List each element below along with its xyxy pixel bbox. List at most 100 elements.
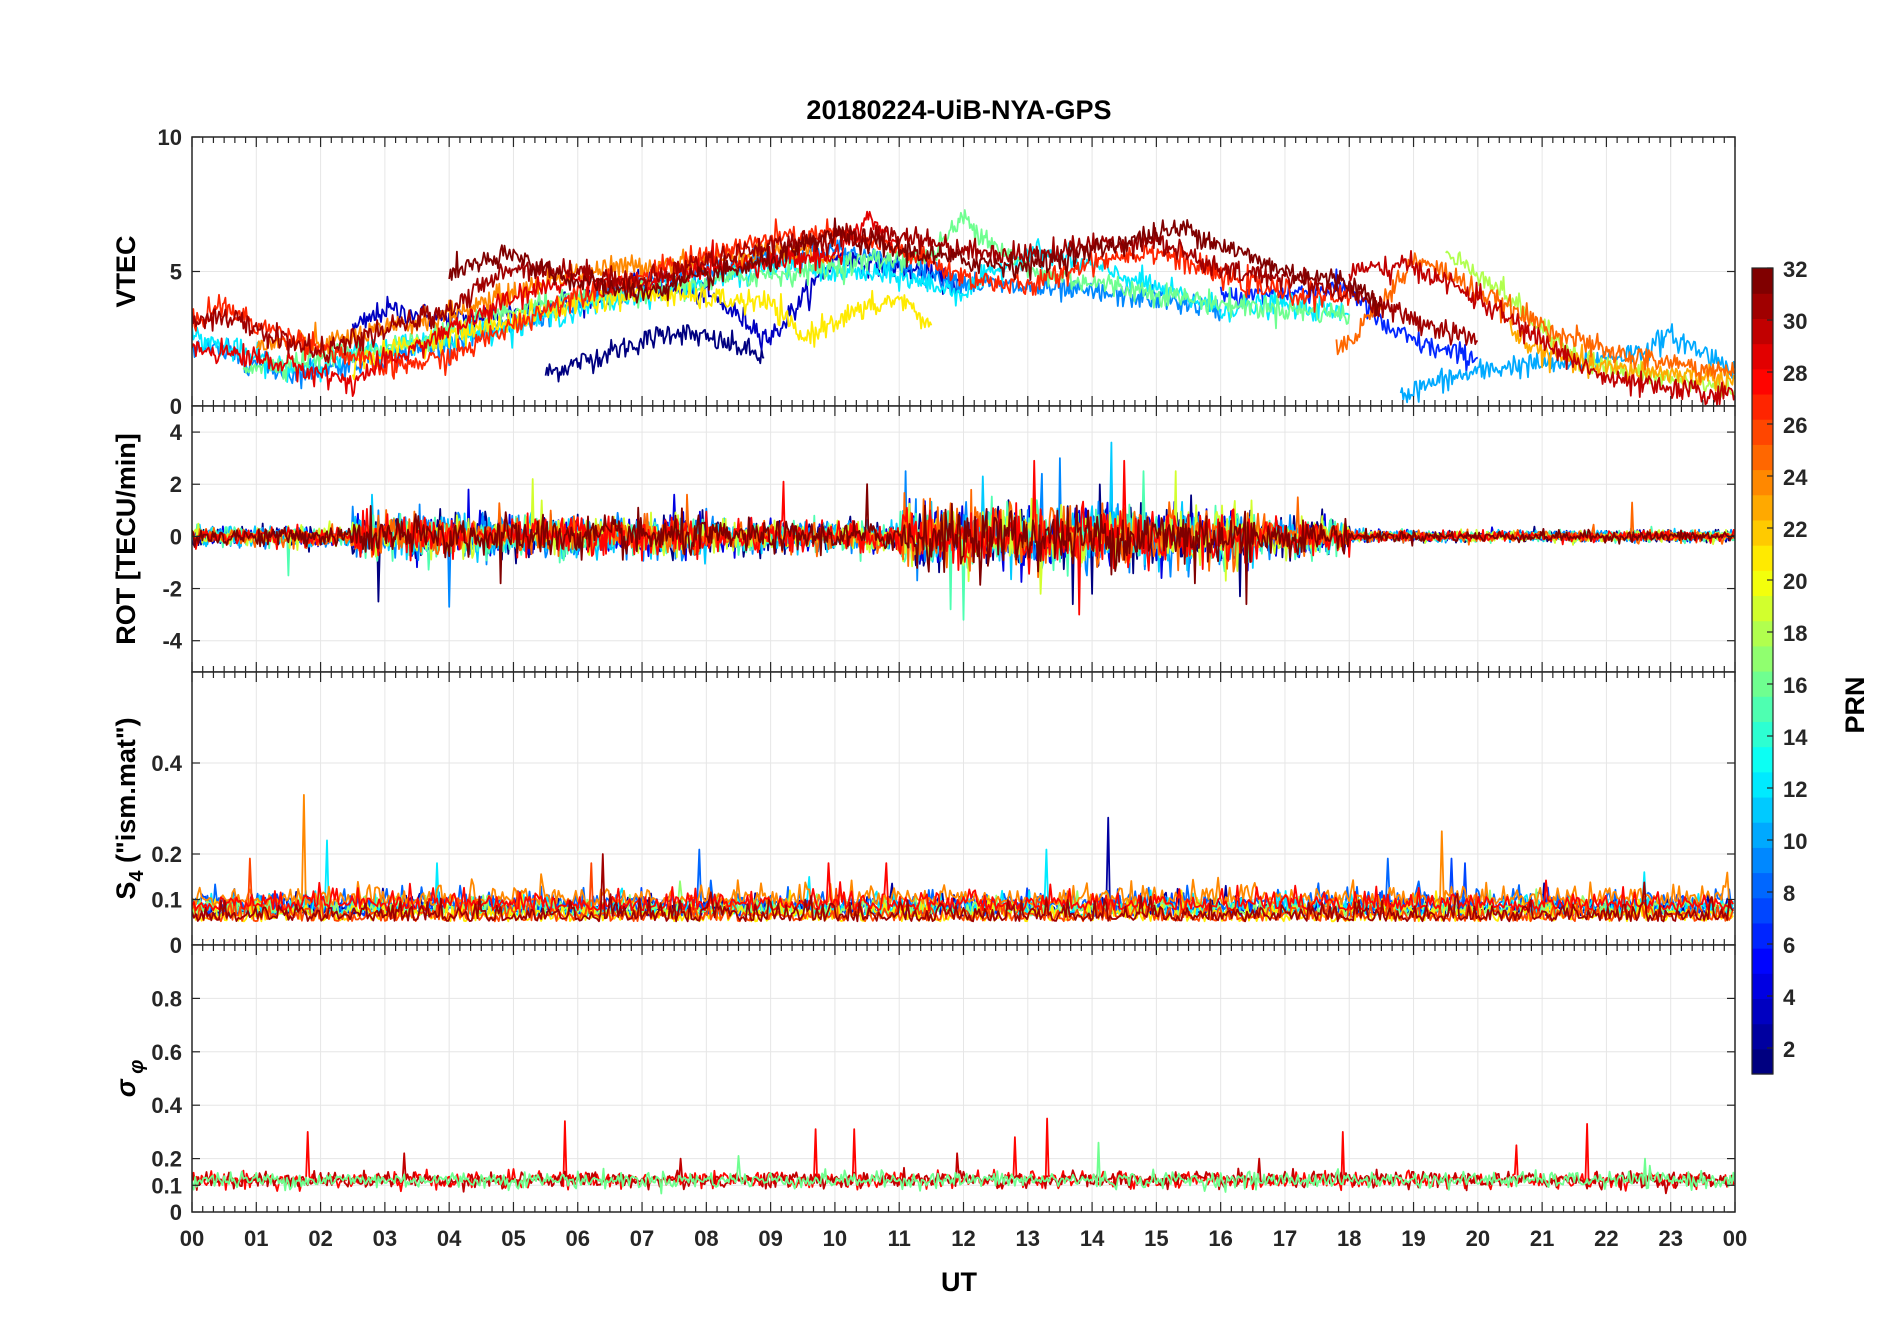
vtec-series-prn-31 <box>192 222 1479 364</box>
colorbar-segment <box>1752 318 1773 345</box>
x-tick-label: 10 <box>823 1226 847 1251</box>
colorbar-tick-label: 28 <box>1783 361 1807 386</box>
colorbar-tick-label: 14 <box>1783 725 1808 750</box>
x-tick-label: 21 <box>1530 1226 1554 1251</box>
colorbar-label: PRN <box>1840 676 1870 733</box>
vtec-series-prn-25 <box>1335 252 1735 384</box>
chart-title: 20180224-UiB-NYA-GPS <box>806 95 1111 125</box>
y-tick-label: 0.2 <box>151 1147 182 1172</box>
colorbar-tick-label: 20 <box>1783 569 1807 594</box>
colorbar-segment <box>1752 771 1773 798</box>
colorbar-tick-label: 32 <box>1783 257 1807 282</box>
colorbar-segment <box>1752 645 1773 672</box>
x-tick-label: 18 <box>1337 1226 1361 1251</box>
colorbar-tick-label: 6 <box>1783 933 1795 958</box>
colorbar-segment <box>1752 469 1773 496</box>
y-tick-label: 2 <box>170 472 182 497</box>
colorbar-frame <box>1751 267 1774 1075</box>
y-tick-label: 0.4 <box>151 1093 182 1118</box>
y-tick-label: 0 <box>170 933 182 958</box>
colorbar-segment <box>1752 897 1773 924</box>
y-tick-label: 0 <box>170 524 182 549</box>
colorbar-segment <box>1752 519 1773 546</box>
x-tick-label: 03 <box>373 1226 397 1251</box>
y-axis-label-main: S <box>111 882 141 900</box>
colorbar-tick-label: 26 <box>1783 413 1807 438</box>
colorbar-segment <box>1752 1023 1773 1050</box>
series-lines <box>192 794 1734 923</box>
colorbar-tick-label: 16 <box>1783 673 1807 698</box>
y-axis-label: S4 ("ism.mat") <box>111 717 148 899</box>
series-lines <box>192 209 1735 406</box>
x-tick-label: 07 <box>630 1226 654 1251</box>
colorbar-segment <box>1752 973 1773 1000</box>
x-minor-ticks <box>191 406 1736 672</box>
colorbar-segment <box>1752 998 1773 1025</box>
x-tick-label: 15 <box>1144 1226 1168 1251</box>
sigma-series-prn-30 <box>192 1152 1735 1195</box>
sigma-series-prn-28 <box>192 1117 1735 1193</box>
colorbar-tick-label: 8 <box>1783 881 1795 906</box>
colorbar-segment <box>1752 419 1773 445</box>
x-tick-label: 23 <box>1658 1226 1682 1251</box>
y-tick-label: 0.2 <box>151 842 182 867</box>
colorbar-segment <box>1752 721 1773 748</box>
x-tick-label: 00 <box>180 1226 204 1251</box>
vtec-series-prn-32 <box>448 217 1383 317</box>
y-tick-label: -2 <box>162 577 182 602</box>
x-tick-label: 02 <box>308 1226 332 1251</box>
panel-sigma_phi: 00.10.2 0.4 0.6 0.8 σ φ <box>111 944 1736 1225</box>
x-minor-ticks <box>191 945 1736 1212</box>
colorbar-segment <box>1752 847 1773 874</box>
s4-series-prn-28 <box>192 862 1734 912</box>
y-tick-label: 0.8 <box>151 986 182 1011</box>
colorbar-tick-label: 30 <box>1783 309 1807 334</box>
colorbar-segment <box>1752 746 1773 773</box>
x-tick-label: 12 <box>951 1226 975 1251</box>
colorbar-segment <box>1752 268 1773 294</box>
colorbar-segment <box>1752 822 1773 848</box>
s4-series-prn-31 <box>192 853 1734 923</box>
x-axis-label: UT <box>941 1267 977 1297</box>
y-tick-label: 0.6 <box>151 1040 182 1065</box>
x-tick-label: 04 <box>437 1226 462 1251</box>
x-tick-labels: 00 01 02 03 04 05 06 07 08 09 10 11 12 13 14 15 16 17 18 19… <box>180 1226 1747 1251</box>
colorbar-segment <box>1752 494 1773 521</box>
x-minor-ticks <box>191 672 1736 945</box>
x-tick-label: 16 <box>1208 1226 1232 1251</box>
x-tick-label: 14 <box>1080 1226 1105 1251</box>
x-minor-ticks <box>191 137 1736 406</box>
colorbar-tick-label: 18 <box>1783 621 1807 646</box>
colorbar-segment <box>1752 545 1773 571</box>
x-tick-label: 08 <box>694 1226 718 1251</box>
y-axis-label-sub: φ <box>126 1060 148 1080</box>
y-tick-label: 0 <box>170 1200 182 1225</box>
x-tick-label: 00 <box>1723 1226 1747 1251</box>
x-tick-label: 01 <box>244 1226 268 1251</box>
x-tick-label: 11 <box>888 1226 911 1251</box>
colorbar-segment <box>1752 922 1773 949</box>
sigma-series-prn-16 <box>192 1141 1735 1195</box>
colorbar-segment <box>1752 293 1773 319</box>
y-axis-label-main: σ <box>111 1078 141 1097</box>
y-tick-label: 5 <box>170 260 182 285</box>
y-axis-label: ROT [TECU/min] <box>111 433 141 644</box>
colorbar-tick-label: 2 <box>1783 1037 1795 1062</box>
colorbar-segment <box>1752 444 1773 471</box>
colorbar-segment <box>1752 796 1773 823</box>
y-axis-label-sub: 4 <box>126 870 148 882</box>
y-tick-label: 4 <box>170 420 183 445</box>
colorbar-tick-label: 12 <box>1783 777 1807 802</box>
colorbar-tick-label: 10 <box>1783 829 1807 854</box>
colorbar-segment <box>1752 595 1773 622</box>
colorbar-segment <box>1752 1048 1773 1075</box>
panel-vtec: 0 5 10 VTEC <box>111 125 1736 419</box>
colorbar-segment <box>1752 570 1773 597</box>
y-axis-label: VTEC <box>111 235 141 307</box>
y-tick-label: 0.1 <box>151 888 182 913</box>
y-tick-label: -4 <box>162 629 182 654</box>
y-tick-label: 0.1 <box>151 1173 182 1198</box>
panel-rot: -4 -2 0 2 4 ROT [TECU/min] <box>111 405 1736 673</box>
